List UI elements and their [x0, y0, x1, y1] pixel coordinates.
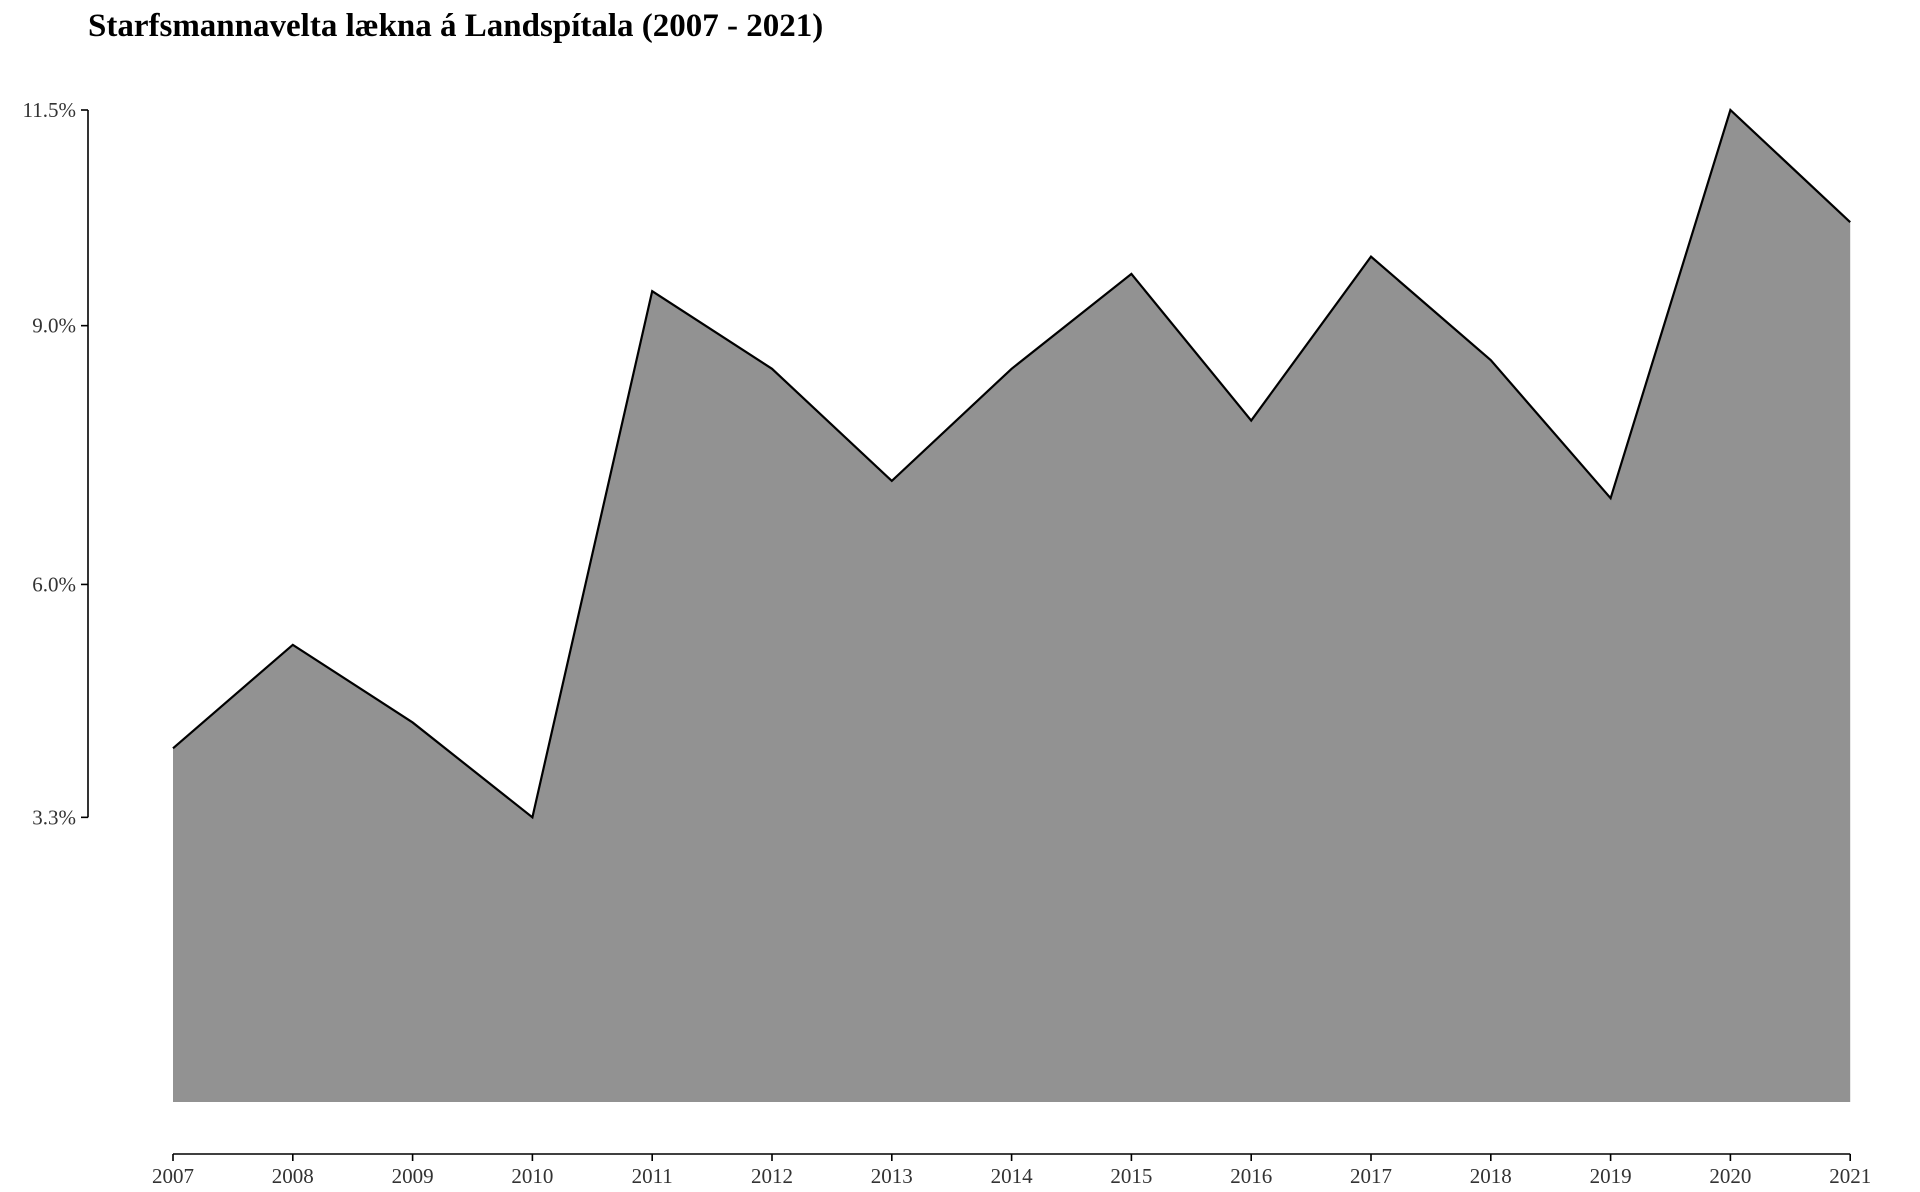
y-tick-label: 3.3%	[32, 805, 76, 829]
x-tick-label: 2011	[632, 1164, 673, 1188]
y-tick-label: 6.0%	[32, 572, 76, 596]
y-axis: 3.3% 6.0% 9.0% 11.5%	[23, 98, 89, 829]
x-tick-label: 2013	[871, 1164, 913, 1188]
x-tick-label: 2017	[1350, 1164, 1392, 1188]
area-fill	[173, 110, 1851, 1102]
x-tick-label: 2012	[751, 1164, 793, 1188]
x-tick-label: 2021	[1829, 1164, 1871, 1188]
x-tick-label: 2007	[152, 1164, 194, 1188]
x-tick-label: 2009	[392, 1164, 434, 1188]
x-axis: 2007 2008 2009 2010 2011 2012 2013 2014 2015 2016…	[152, 1153, 1871, 1188]
y-tick-label: 9.0%	[32, 314, 76, 338]
series-line	[172, 107, 1851, 820]
chart-title: Starfsmannavelta lækna á Landspítala (20…	[88, 8, 824, 44]
y-tick-label: 11.5%	[23, 98, 76, 122]
area-layer	[172, 107, 1851, 1102]
x-tick-label: 2014	[991, 1164, 1034, 1188]
x-tick-label: 2008	[272, 1164, 314, 1188]
x-tick-label: 2019	[1590, 1164, 1632, 1188]
x-tick-label: 2010	[511, 1164, 553, 1188]
x-tick-label: 2015	[1110, 1164, 1152, 1188]
x-tick-label: 2018	[1470, 1164, 1512, 1188]
x-tick-label: 2016	[1230, 1164, 1272, 1188]
x-tick-label: 2020	[1709, 1164, 1751, 1188]
